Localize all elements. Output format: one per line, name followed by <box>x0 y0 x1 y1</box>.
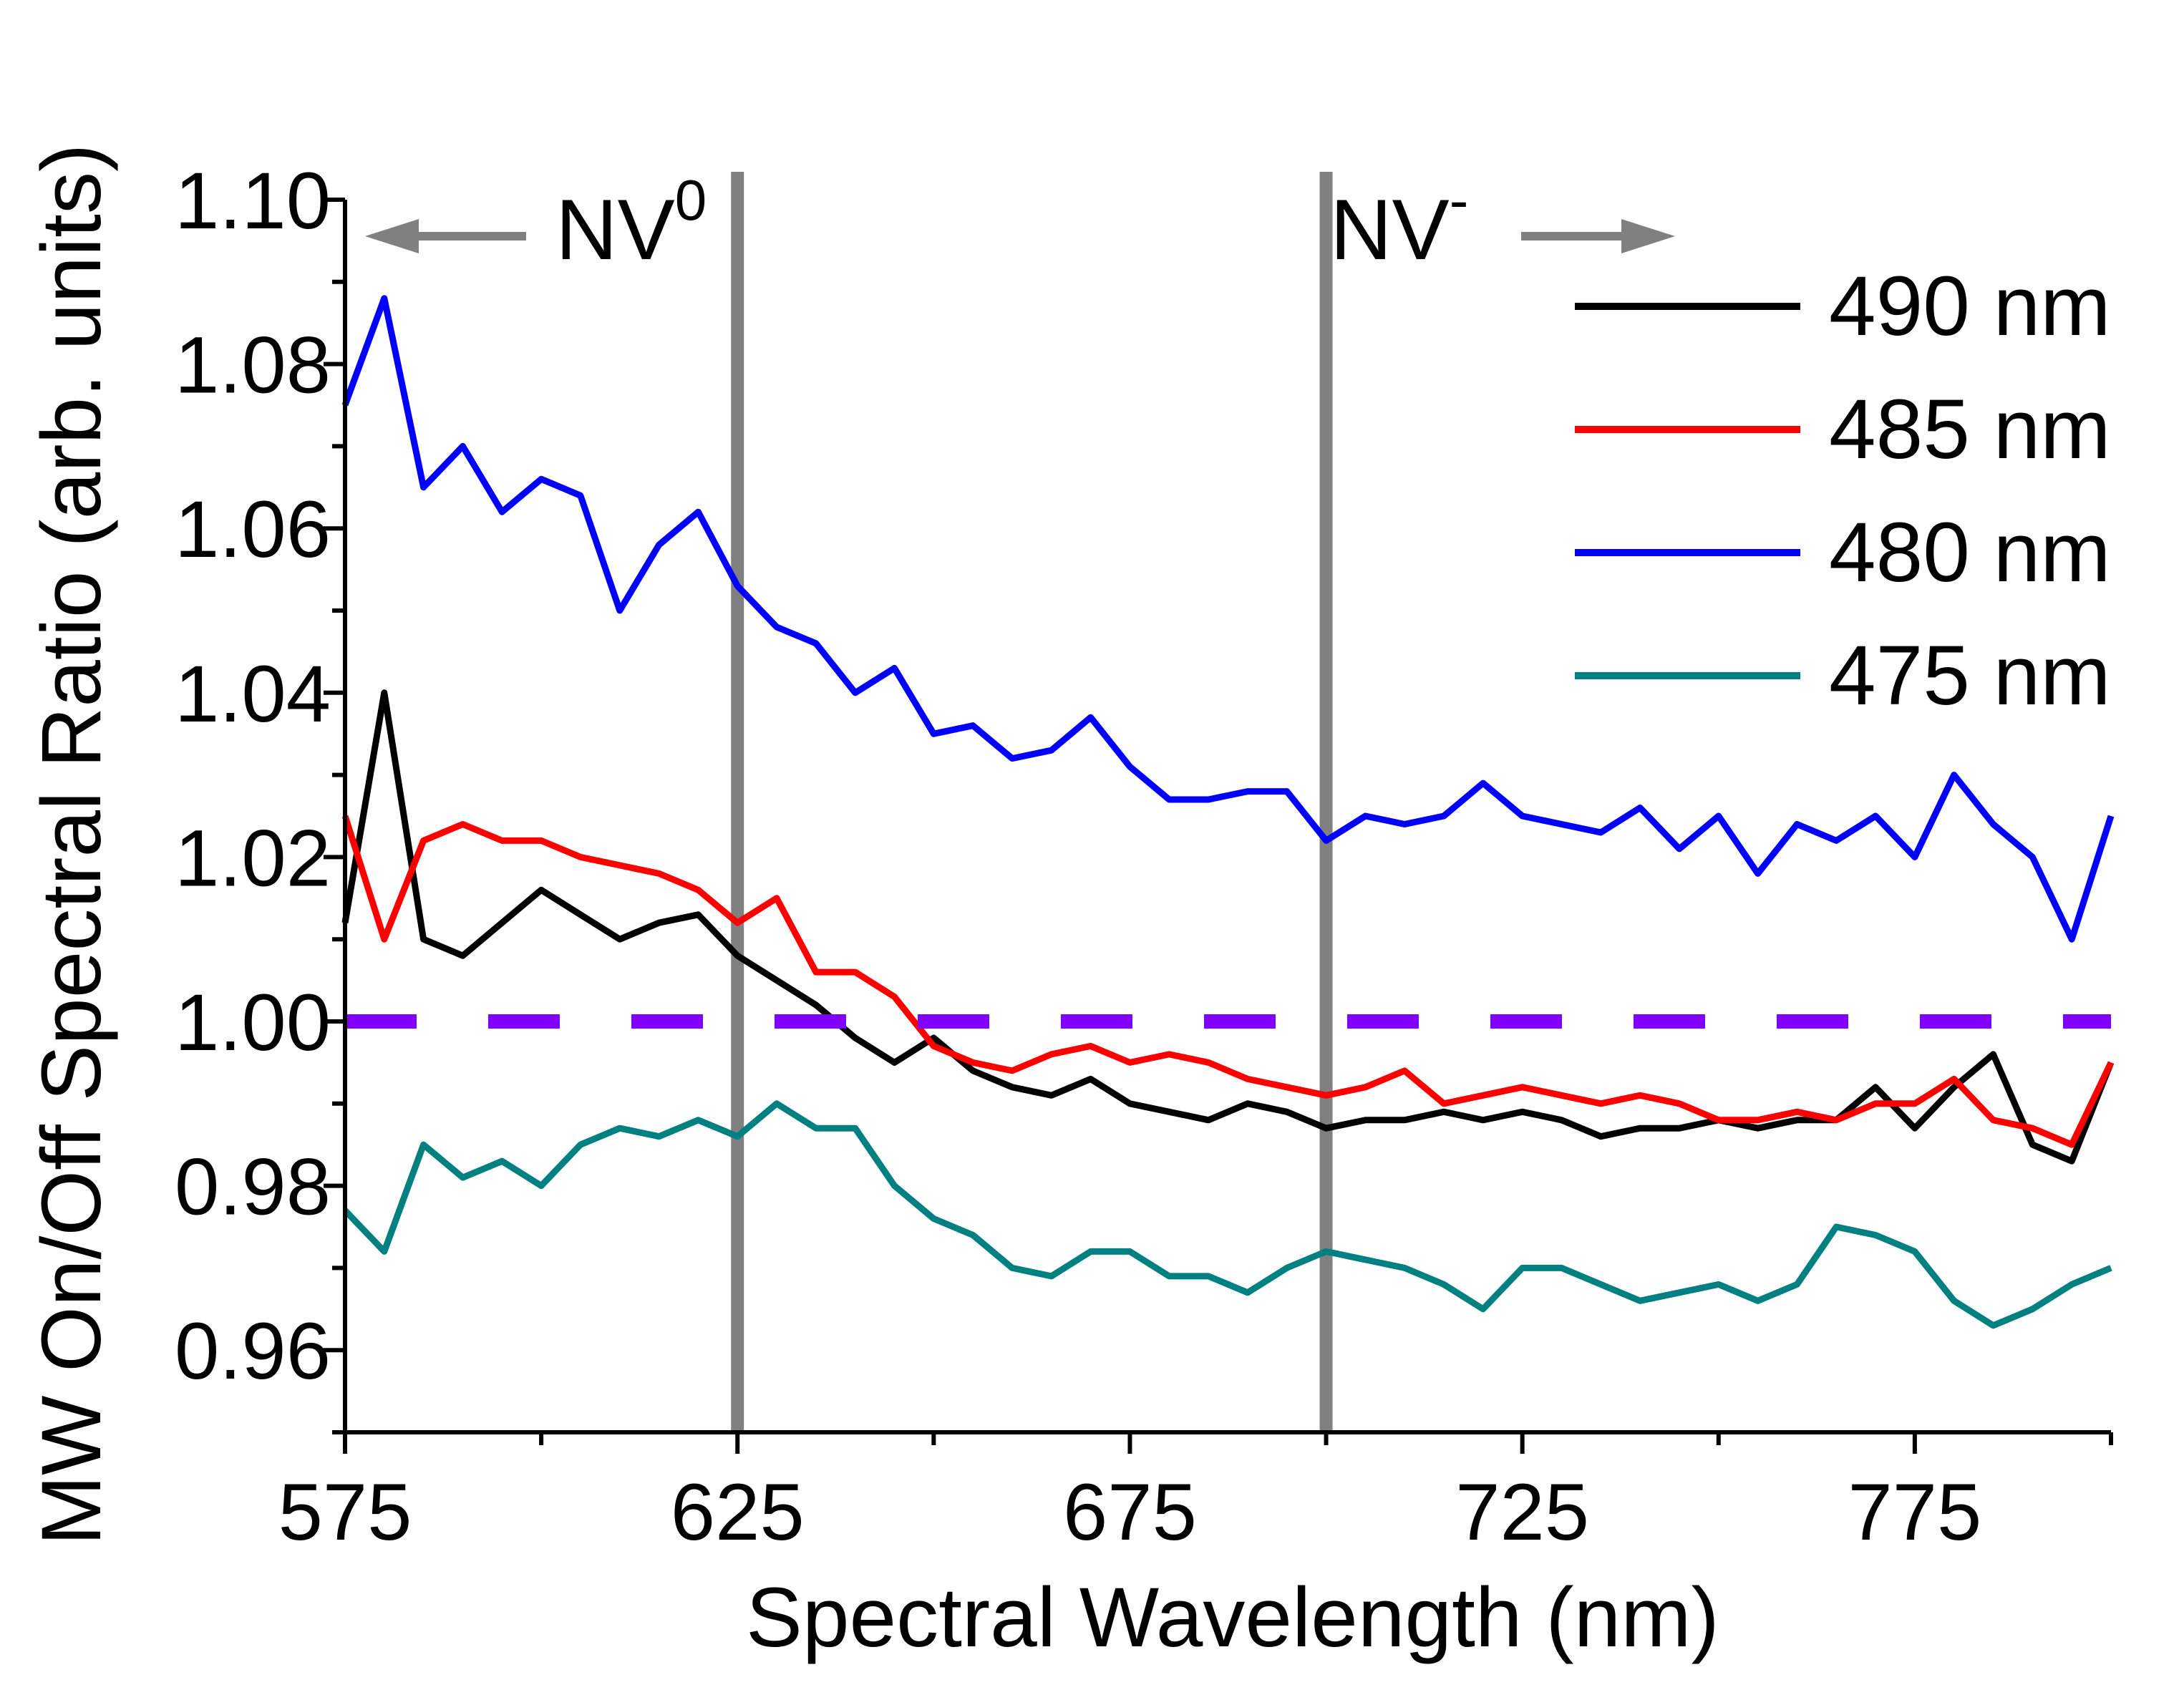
x-tick-label: 675 <box>1063 1467 1197 1557</box>
annotation-superscript: 0 <box>675 168 707 232</box>
legend-label: 485 nm <box>1829 382 2111 477</box>
y-tick-label: 1.06 <box>175 485 331 574</box>
x-axis-title: Spectral Wavelength (nm) <box>746 1570 1719 1665</box>
annotation-superscript: - <box>1450 168 1469 232</box>
y-tick-label: 0.96 <box>175 1306 331 1396</box>
annotation-arrowhead <box>1621 219 1675 253</box>
annotation-text: NV <box>555 182 675 278</box>
x-tick-label: 625 <box>671 1467 805 1557</box>
y-tick-label: 1.04 <box>175 649 331 739</box>
legend-label: 480 nm <box>1829 505 2111 600</box>
series-line <box>342 1100 2112 1329</box>
x-tick-label: 775 <box>1848 1467 1981 1557</box>
series-line <box>341 689 2115 1165</box>
annotation: NV0 <box>555 168 707 278</box>
x-tick-label: 575 <box>278 1467 412 1557</box>
y-tick-label: 1.00 <box>175 978 331 1067</box>
annotation-text: NV <box>1330 182 1450 278</box>
annotation-arrowhead <box>365 219 419 253</box>
y-tick-label: 1.08 <box>175 321 331 410</box>
y-tick-label: 1.10 <box>175 156 331 246</box>
series-line <box>341 815 2115 1148</box>
y-tick-label: 0.98 <box>175 1142 331 1232</box>
series-line <box>341 295 2115 943</box>
annotation: NV- <box>1330 168 1468 278</box>
x-tick-label: 725 <box>1455 1467 1589 1557</box>
legend-label: 490 nm <box>1829 259 2111 354</box>
y-tick-label: 1.02 <box>175 813 331 903</box>
y-axis-title: MW On/Off Spectral Ratio (arb. units) <box>24 144 119 1546</box>
legend-label: 475 nm <box>1829 628 2111 723</box>
